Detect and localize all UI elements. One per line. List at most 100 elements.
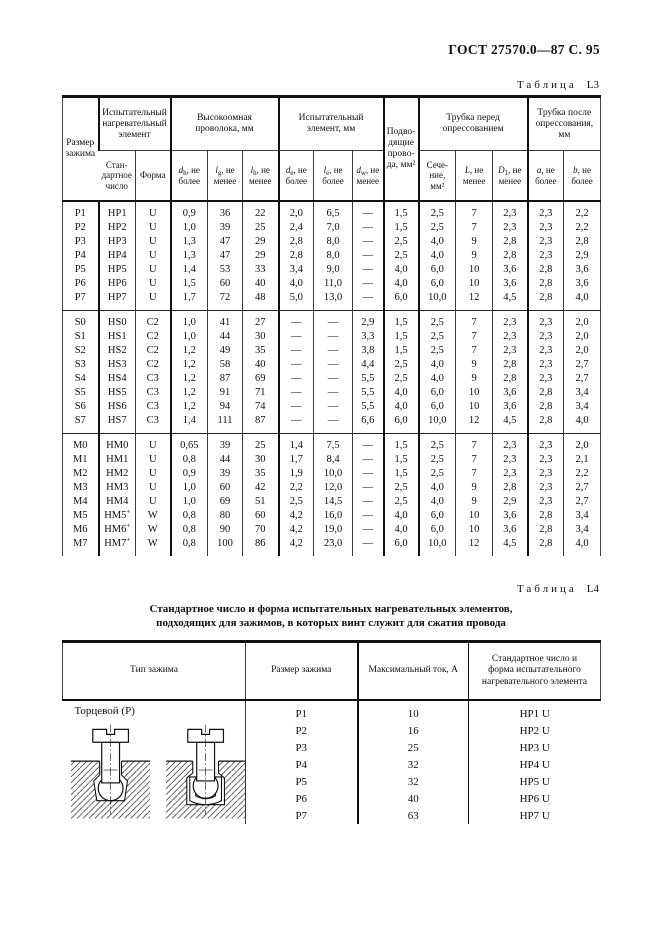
l3-cell: HS1 — [97, 330, 136, 344]
l3-cell: M0 — [72, 440, 88, 451]
l3-cell: 0,8 — [169, 523, 208, 537]
l3-cell: 1,7 — [169, 291, 208, 311]
l3-cell: M2 — [72, 468, 88, 479]
l3-row: P5 HP5 U 1,4 53 33 3,4 9,0—4,0 6,0 10 3,6 2,8 3,6 — [63, 263, 601, 277]
l3-cell: 2,8 — [563, 235, 601, 249]
l3-cell: 1,4 — [277, 433, 314, 453]
l3-cell: 2,8 — [526, 400, 564, 414]
l3-cell: C3 — [135, 372, 171, 386]
l3-cell: 3,6 — [492, 400, 528, 414]
l4-row: Торцевой (Р) — [63, 700, 601, 819]
l3-cell: HM6+ — [97, 522, 136, 537]
l3-row: M5 HM5+ W 0,8 80 60 4,2 16,0—4,0 6,0 10 3,6 2,8 3,4 — [63, 508, 601, 523]
l3-cell: 8,0 — [313, 235, 353, 249]
l3-cell: 30 — [241, 453, 279, 467]
l3-cell: U — [135, 495, 171, 509]
l3-cell: 25 — [241, 433, 279, 453]
l3-cell: P3 — [74, 236, 86, 247]
l3-cell: 2,3 — [526, 481, 564, 495]
l3-cell: 4,0 — [382, 277, 419, 291]
l3-cell: 2,0 — [563, 310, 601, 330]
l3-cell: 6,6 — [352, 414, 384, 434]
l3-cell: 7 — [455, 310, 493, 330]
l3-cell: U — [135, 481, 171, 495]
l3-row: P6 HP6 U 1,5 60 40 4,0 11,0—4,0 6,0 10 3,6 2,8 3,6 — [63, 277, 601, 291]
l3-cell: 3,3 — [352, 330, 384, 344]
l3-row: P1 HP1 U 0,9 36 22 2,0 6,5—1,5 2,5 7 2,3 2,3 2,2 — [63, 201, 601, 221]
l3-cell: 1,9 — [277, 467, 314, 481]
l3-cell: 3,4 — [563, 400, 601, 414]
l3-cell: — — [313, 386, 353, 400]
l3-cell: 6,0 — [417, 277, 456, 291]
l3-cell: — — [352, 263, 384, 277]
l3-subcolumn-header: de, не более — [277, 150, 314, 201]
l3-cell: 2,5 — [417, 310, 456, 330]
l4-row: P6 40 HP6 U — [63, 790, 601, 807]
l3-cell: HM7+ — [97, 536, 136, 556]
l3-cell: 10 — [455, 523, 493, 537]
l3-cell: 2,5 — [382, 495, 419, 509]
l3-cell: M7 — [72, 538, 88, 549]
l3-cell: 2,8 — [526, 509, 564, 523]
l3-cell: 8,4 — [313, 453, 353, 467]
l3-row: S0 HS0 C2 1,0 41 27— —2,9 1,5 2,5 7 2,3 2,3 2,0 — [63, 310, 601, 330]
l3-cell: 86 — [241, 537, 279, 556]
l3-group-header-row: Размер зажима Испытательный нагревательн… — [62, 96, 601, 202]
l3-cell: 2,3 — [526, 467, 564, 481]
l3-cell: — — [313, 372, 353, 386]
l3-cell: C2 — [135, 358, 171, 372]
l3-cell: 2,2 — [563, 467, 601, 481]
l3-cell: 7 — [455, 433, 493, 453]
l3-cell: 2,3 — [526, 201, 564, 221]
l3-cell: P4 — [74, 250, 86, 261]
l3-cell: U — [135, 277, 171, 291]
l3-cell: 2,5 — [382, 481, 419, 495]
clamp-drawings — [70, 723, 245, 819]
l3-cell: 29 — [241, 249, 279, 263]
l3-row: S7 HS7 C3 1,4 111 87— —6,6 6,0 10,0 12 4,5 2,8 4,0 — [63, 414, 601, 434]
l3-cell: 44 — [207, 453, 243, 467]
screw-terminal-drawing-2 — [165, 724, 245, 819]
l3-row: M1 HM1 U 0,8 44 30 1,7 8,4—1,5 2,5 7 2,3 2,3 2,1 — [63, 453, 601, 467]
l3-cell: U — [135, 263, 171, 277]
l3-cell: 3,4 — [563, 386, 601, 400]
l3-cell: 3,6 — [492, 277, 528, 291]
l4-cell-element: HP5 U — [468, 773, 601, 790]
l3-cell: W — [135, 509, 171, 523]
table-l4-caption: Таблица L4 — [517, 583, 599, 595]
l3-cell: 3,4 — [277, 263, 314, 277]
l3-cell: 4,4 — [352, 358, 384, 372]
l3-cell: 3,6 — [563, 277, 601, 291]
l3-cell: 2,5 — [417, 433, 456, 453]
l3-cell: 12,0 — [313, 481, 353, 495]
l3-cell: 2,5 — [417, 344, 456, 358]
l3-cell: 53 — [207, 263, 243, 277]
l3-cell: W — [135, 537, 171, 556]
l3-cell: 2,8 — [526, 277, 564, 291]
l3-cell: 25 — [241, 221, 279, 235]
l3-cell: 2,3 — [492, 433, 528, 453]
l3-cell: 2,8 — [526, 263, 564, 277]
l3-cell: — — [313, 330, 353, 344]
l3-cell: 2,8 — [492, 481, 528, 495]
l3-cell: 3,6 — [492, 523, 528, 537]
l3-cell: P2 — [74, 222, 86, 233]
l3-cell: 4,0 — [382, 523, 419, 537]
l3-row: M3 HM3 U 1,0 60 42 2,2 12,0—2,5 4,0 9 2,8 2,3 2,7 — [63, 481, 601, 495]
l3-cell: 2,1 — [563, 453, 601, 467]
l3-cell: 47 — [207, 249, 243, 263]
l3-col-leads: Подво- дящие прово- да, мм² — [382, 96, 419, 202]
l3-cell: HM5+ — [97, 508, 136, 523]
l3-subcolumn-header: b, не более — [563, 150, 601, 201]
l3-cell: HP7 — [97, 291, 136, 311]
l4-cell-size: P2 — [245, 722, 358, 739]
l3-group-wire: Высокоомная проволока, мм — [169, 96, 279, 151]
l3-subcolumn-header: Сече-ние, мм² — [417, 150, 456, 201]
l3-cell: — — [313, 310, 353, 330]
l3-cell: 1,5 — [382, 310, 419, 330]
l3-cell: 30 — [241, 330, 279, 344]
l4-cell-element: HP4 U — [468, 756, 601, 773]
l3-cell: 0,9 — [169, 201, 208, 221]
l3-cell: U — [135, 221, 171, 235]
l3-cell: 39 — [207, 221, 243, 235]
